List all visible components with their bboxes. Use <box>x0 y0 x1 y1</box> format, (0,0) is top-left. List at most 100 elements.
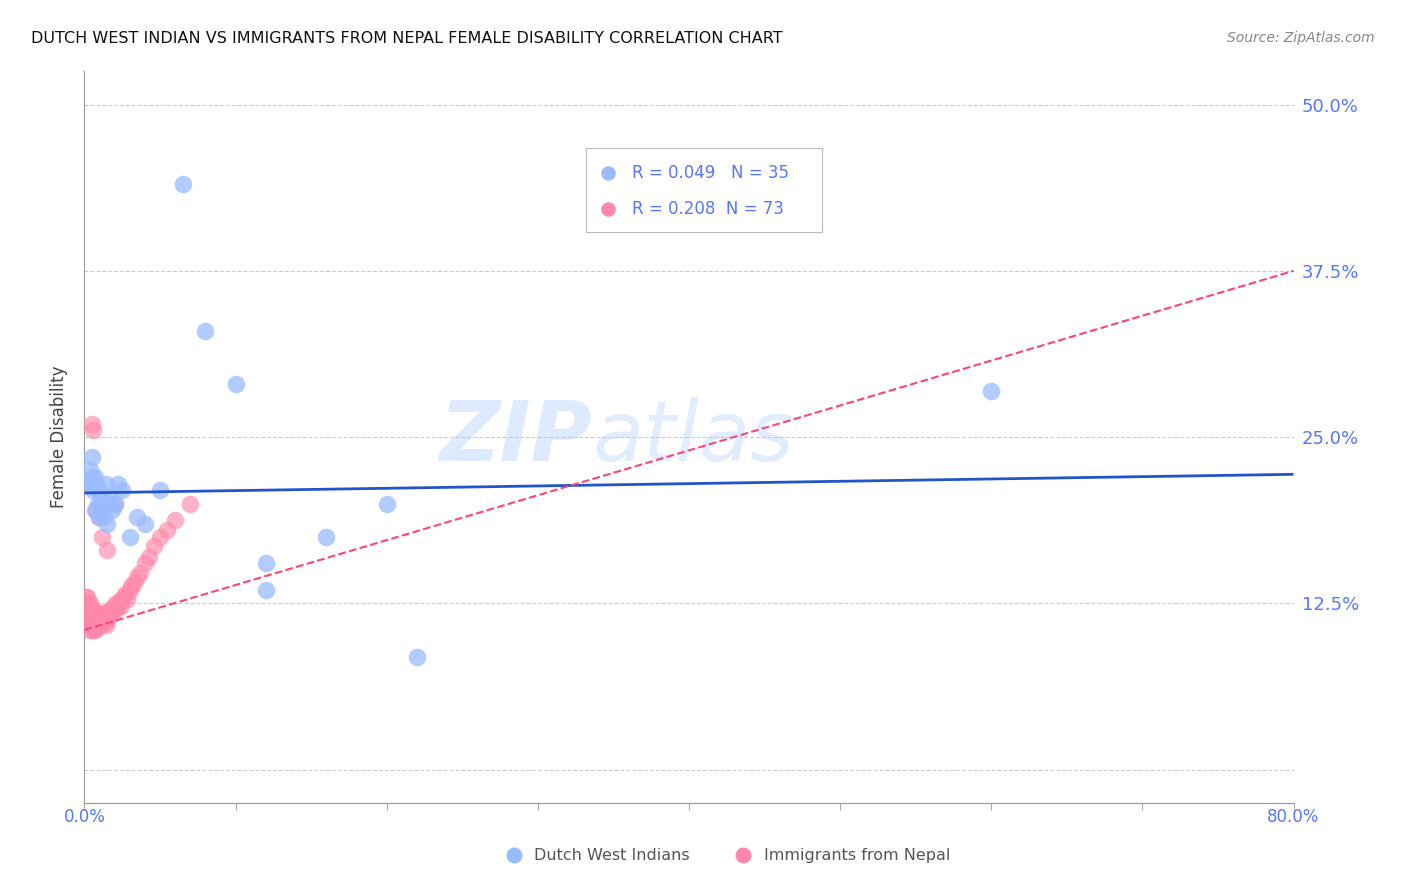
Point <box>80 470 103 484</box>
Point <box>111 483 134 498</box>
Point <box>82 424 104 438</box>
Point <box>179 497 201 511</box>
Point <box>86 614 108 628</box>
Point <box>98 497 121 511</box>
Point <box>76 616 98 631</box>
Point <box>89 606 111 620</box>
Point <box>980 384 1002 398</box>
Point <box>90 616 112 631</box>
Point <box>127 509 149 524</box>
Point <box>122 576 145 591</box>
Point <box>134 516 156 531</box>
Point <box>104 497 127 511</box>
Point <box>107 476 129 491</box>
Point <box>107 600 129 615</box>
Point <box>93 608 115 623</box>
Text: 80.0%: 80.0% <box>1267 808 1320 827</box>
Point <box>89 619 111 633</box>
Point <box>77 476 100 491</box>
Point <box>104 497 127 511</box>
Point <box>149 483 172 498</box>
Point <box>87 608 110 623</box>
Point <box>75 603 97 617</box>
Point <box>120 579 142 593</box>
Point <box>93 616 115 631</box>
Point <box>610 858 633 872</box>
Point <box>93 509 115 524</box>
Text: 0.0%: 0.0% <box>63 808 105 827</box>
Point <box>149 530 172 544</box>
Point <box>315 530 337 544</box>
Point <box>111 592 134 607</box>
Text: DUTCH WEST INDIAN VS IMMIGRANTS FROM NEPAL FEMALE DISABILITY CORRELATION CHART: DUTCH WEST INDIAN VS IMMIGRANTS FROM NEP… <box>31 31 783 46</box>
Point <box>118 530 141 544</box>
Point <box>86 606 108 620</box>
Point <box>91 530 114 544</box>
Point <box>134 557 156 571</box>
Point <box>91 497 114 511</box>
Point <box>100 503 122 517</box>
Point <box>96 543 118 558</box>
Point <box>75 590 97 604</box>
Point <box>75 596 97 610</box>
Point <box>118 582 141 597</box>
Point <box>94 617 117 632</box>
Point <box>114 587 136 601</box>
Point <box>225 376 247 391</box>
Text: atlas: atlas <box>592 397 794 477</box>
Text: ZIP: ZIP <box>440 397 592 477</box>
Point <box>96 516 118 531</box>
Point <box>254 557 277 571</box>
Point <box>80 623 103 637</box>
Point <box>112 590 135 604</box>
Point <box>97 608 120 623</box>
Point <box>165 512 187 526</box>
Point <box>77 596 100 610</box>
Point <box>86 476 108 491</box>
Text: Immigrants from Nepal: Immigrants from Nepal <box>763 848 950 863</box>
Point <box>129 566 152 580</box>
Point <box>127 570 149 584</box>
Point <box>79 463 101 477</box>
Point <box>80 603 103 617</box>
Point <box>100 606 122 620</box>
Point <box>82 619 104 633</box>
Point <box>91 606 114 620</box>
Point <box>94 609 117 624</box>
Point <box>76 603 98 617</box>
Point <box>84 503 107 517</box>
Point <box>80 417 103 431</box>
Point <box>110 599 132 613</box>
Point <box>84 623 107 637</box>
Point <box>82 609 104 624</box>
Point <box>89 483 111 498</box>
Point <box>406 649 429 664</box>
Point <box>79 616 101 631</box>
Point <box>82 483 104 498</box>
Point <box>79 609 101 624</box>
Point <box>105 596 128 610</box>
Point <box>89 509 111 524</box>
Point <box>80 450 103 464</box>
Point <box>101 600 124 615</box>
Point <box>194 324 217 338</box>
Point <box>375 497 398 511</box>
Point <box>89 612 111 626</box>
Point <box>77 609 100 624</box>
Point <box>96 614 118 628</box>
Point <box>86 503 108 517</box>
Point <box>80 616 103 631</box>
Point <box>897 858 920 872</box>
Y-axis label: Female Disability: Female Disability <box>51 366 69 508</box>
Point <box>76 590 98 604</box>
Point <box>84 606 107 620</box>
Point <box>86 622 108 636</box>
Point <box>90 490 112 504</box>
Point <box>87 497 110 511</box>
Point <box>87 616 110 631</box>
Text: Dutch West Indians: Dutch West Indians <box>534 848 690 863</box>
Point <box>254 582 277 597</box>
Point <box>172 178 194 192</box>
Point <box>156 523 179 537</box>
Point <box>96 606 118 620</box>
